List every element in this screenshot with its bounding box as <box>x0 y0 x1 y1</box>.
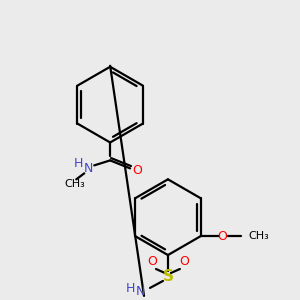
Text: O: O <box>218 230 228 243</box>
Text: N: N <box>83 162 93 175</box>
Text: H: H <box>74 157 83 170</box>
Text: N: N <box>135 285 145 298</box>
Text: O: O <box>147 254 157 268</box>
Text: CH₃: CH₃ <box>64 179 85 189</box>
Text: S: S <box>162 269 173 284</box>
Text: H: H <box>125 282 135 296</box>
Text: O: O <box>132 164 142 177</box>
Text: CH₃: CH₃ <box>248 231 269 241</box>
Text: O: O <box>179 254 189 268</box>
